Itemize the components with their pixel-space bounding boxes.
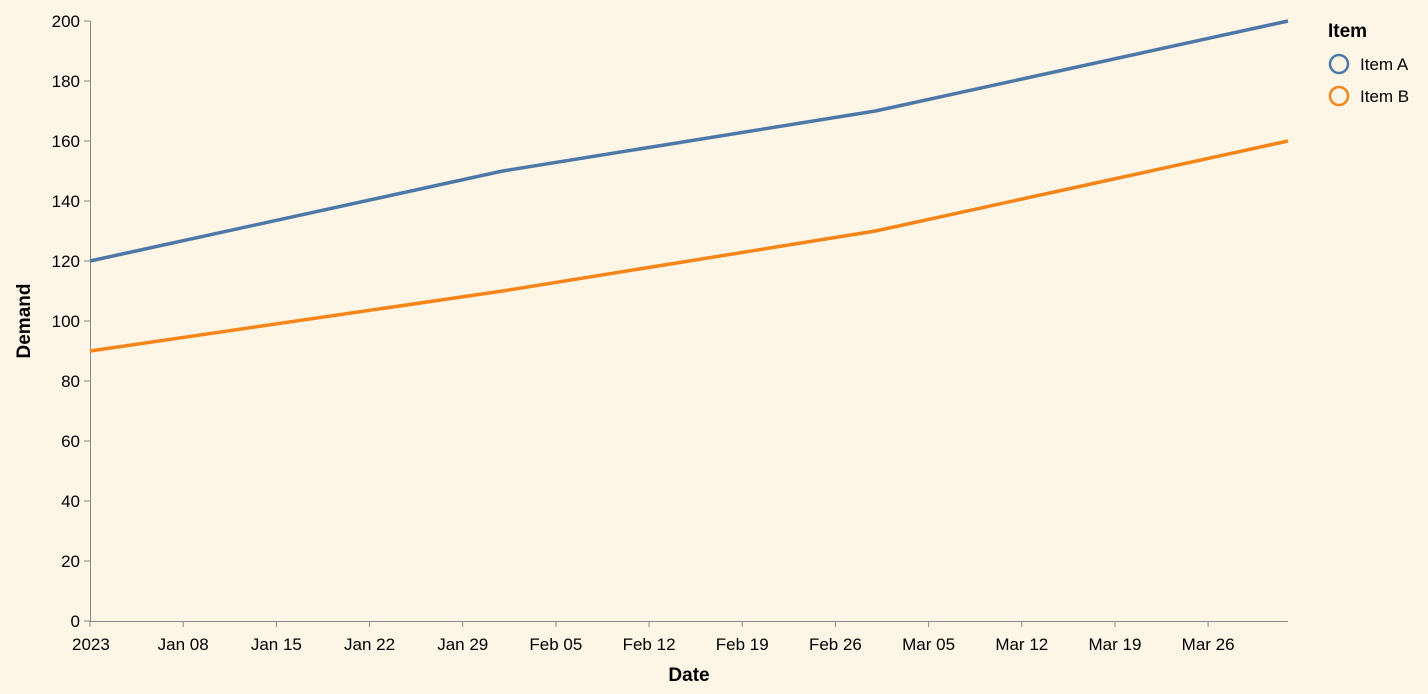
series-lines [89, 19, 1289, 353]
y-tick-label: 80 [61, 372, 80, 391]
legend-symbol [1328, 53, 1350, 75]
legend-label: Item B [1360, 87, 1409, 106]
y-tick-label: 60 [61, 432, 80, 451]
y-tick-label: 20 [61, 552, 80, 571]
series-line-item-a [89, 19, 1289, 263]
y-tick-label: 120 [52, 252, 80, 271]
x-tick-label: 2023 [72, 635, 110, 654]
x-tick-label: Jan 22 [344, 635, 395, 654]
y-tick-label: 100 [52, 312, 80, 331]
x-tick-label: Feb 05 [529, 635, 582, 654]
x-axis-title: Date [668, 665, 709, 686]
x-tick-label: Mar 19 [1088, 635, 1141, 654]
y-tick-label: 200 [52, 12, 80, 31]
x-tick-label: Mar 05 [902, 635, 955, 654]
legend-label: Item A [1360, 55, 1409, 74]
x-axis: 2023 Jan 08 Jan 15 Jan 22 Jan 29 Feb 05 Feb 12… [72, 621, 1288, 654]
y-axis-title: Demand [14, 284, 35, 359]
x-tick-label: Jan 15 [251, 635, 302, 654]
y-tick-label: 0 [71, 612, 80, 631]
x-tick-label: Feb 19 [716, 635, 769, 654]
x-tick-label: Jan 29 [437, 635, 488, 654]
x-tick-label: Feb 12 [623, 635, 676, 654]
series-line-item-b [89, 139, 1289, 353]
legend-title: Item [1328, 21, 1367, 42]
legend-symbol [1328, 85, 1350, 107]
x-tick-label: Mar 26 [1182, 635, 1235, 654]
x-tick-label: Mar 12 [995, 635, 1048, 654]
y-tick-label: 160 [52, 132, 80, 151]
x-tick-label: Jan 08 [158, 635, 209, 654]
x-tick-label: Feb 26 [809, 635, 862, 654]
legend: Item Item A Item B [1328, 21, 1409, 107]
y-axis: 0 20 40 60 80 100 120 140 160 180 200 [52, 12, 91, 631]
y-tick-label: 180 [52, 72, 80, 91]
y-tick-label: 40 [61, 492, 80, 511]
y-tick-label: 140 [52, 192, 80, 211]
